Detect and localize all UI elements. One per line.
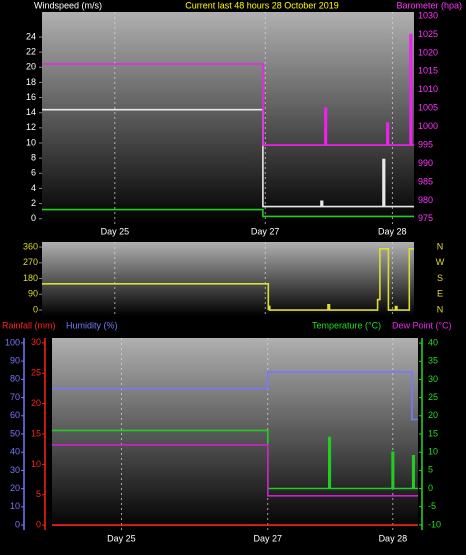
y2-label: Temperature (°C)	[312, 320, 381, 330]
y-tick-label: 4	[31, 183, 36, 193]
plot-area	[52, 338, 418, 530]
y-tick-label: 0	[36, 520, 41, 530]
y-tick-label: 10	[26, 137, 36, 147]
y-tick-label: 1005	[418, 103, 438, 113]
y-tick-label: N	[437, 241, 444, 251]
y-tick-label: 1010	[418, 84, 438, 94]
y-tick-label: 20	[26, 62, 36, 72]
y-tick-label: 16	[26, 92, 36, 102]
y-tick-label: 1020	[418, 47, 438, 57]
y-tick-label: 1025	[418, 29, 438, 39]
y-tick-label: 100	[5, 337, 20, 347]
y-tick-label: 20	[10, 483, 20, 493]
y-label: Humidity (%)	[66, 320, 118, 330]
y-tick-label: 980	[418, 195, 433, 205]
y-tick-label: 35	[428, 356, 438, 366]
y-tick-label: S	[437, 273, 443, 283]
y-tick-label: 5	[36, 489, 41, 499]
y-label: Windspeed (m/s)	[34, 0, 102, 10]
y2-label: Barometer (hpa)	[396, 0, 462, 10]
x-tick-label: Day 28	[378, 226, 407, 236]
y-tick-label: 10	[31, 459, 41, 469]
y-tick-label: 360	[23, 241, 38, 251]
y-tick-label: 18	[26, 77, 36, 87]
y-tick-label: -10	[428, 519, 441, 529]
x-tick-label: Day 28	[379, 533, 408, 543]
y-tick-label: 0	[15, 519, 20, 529]
y-tick-label: 40	[10, 447, 20, 457]
y-tick-label: 1030	[418, 10, 438, 20]
y-tick-label: W	[436, 257, 445, 267]
y-tick-label: 0	[428, 483, 433, 493]
y-tick-label: 30	[10, 465, 20, 475]
series-line	[52, 371, 418, 421]
y-tick-label: N	[437, 304, 444, 314]
y-tick-label: 15	[428, 428, 438, 438]
y-tick-label: 14	[26, 107, 36, 117]
series-line	[42, 208, 414, 218]
y-tick-label: -5	[428, 501, 436, 511]
series-line	[42, 33, 414, 146]
y-tick-label: 90	[28, 289, 38, 299]
series-line	[52, 444, 418, 497]
y-tick-label: 1000	[418, 121, 438, 131]
y-tick-label: 30	[428, 374, 438, 384]
plot-area	[42, 12, 414, 224]
y-tick-label: 990	[418, 158, 433, 168]
y-tick-label: 10	[10, 501, 20, 511]
y-tick-label: 50	[10, 428, 20, 438]
y-tick-label: 5	[428, 465, 433, 475]
y3-label: Rainfall (mm)	[2, 320, 56, 330]
y-tick-label: 0	[33, 304, 38, 314]
y-tick-label: 70	[10, 392, 20, 402]
dew-label: Dew Point (°C)	[392, 320, 452, 330]
title: Current last 48 hours 28 October 2019	[185, 0, 339, 10]
y-tick-label: 270	[23, 257, 38, 267]
y-tick-label: 30	[31, 337, 41, 347]
series-line	[42, 108, 414, 208]
series-line	[52, 429, 418, 490]
y-tick-label: 995	[418, 139, 433, 149]
y-tick-label: 60	[10, 410, 20, 420]
plot-area	[42, 242, 414, 316]
x-tick-label: Day 25	[107, 533, 136, 543]
y-tick-label: 80	[10, 374, 20, 384]
y-tick-label: 20	[428, 410, 438, 420]
x-tick-label: Day 25	[101, 226, 130, 236]
y-tick-label: 1015	[418, 66, 438, 76]
y-tick-label: 6	[31, 168, 36, 178]
y-tick-label: 10	[428, 447, 438, 457]
x-tick-label: Day 27	[251, 226, 280, 236]
y-tick-label: 90	[10, 356, 20, 366]
series-line	[42, 248, 414, 311]
y-tick-label: 180	[23, 273, 38, 283]
y-tick-label: 985	[418, 176, 433, 186]
y-tick-label: 40	[428, 337, 438, 347]
y-tick-label: 20	[31, 398, 41, 408]
y-tick-label: 25	[428, 392, 438, 402]
y-tick-label: 2	[31, 198, 36, 208]
y-tick-label: 8	[31, 153, 36, 163]
y-tick-label: 24	[26, 31, 36, 41]
y-tick-label: 12	[26, 122, 36, 132]
y-tick-label: 0	[31, 213, 36, 223]
y-tick-label: E	[437, 289, 443, 299]
y-tick-label: 15	[31, 428, 41, 438]
y-tick-label: 975	[418, 213, 433, 223]
y-tick-label: 22	[26, 47, 36, 57]
y-tick-label: 25	[31, 368, 41, 378]
x-tick-label: Day 27	[254, 533, 283, 543]
